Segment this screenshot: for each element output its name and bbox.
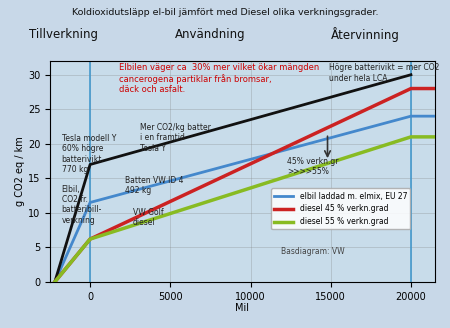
Text: Elbil,
CO2 fr.
batteribill-
verkning: Elbil, CO2 fr. batteribill- verkning <box>62 185 102 225</box>
Text: VW Golf
diesel: VW Golf diesel <box>133 208 163 227</box>
Text: Batten VW ID 4
492 kg: Batten VW ID 4 492 kg <box>125 176 184 195</box>
X-axis label: Mil: Mil <box>235 303 249 313</box>
Text: Mer CO2/kg batter
i en framtid
Tesla Y: Mer CO2/kg batter i en framtid Tesla Y <box>140 123 212 153</box>
Text: Tesla modell Y
60% högre
batterivikt.
770 kg: Tesla modell Y 60% högre batterivikt. 77… <box>62 134 116 174</box>
Text: Koldioxidutsläpp el-bil jämfört med Diesel olika verkningsgrader.: Koldioxidutsläpp el-bil jämfört med Dies… <box>72 8 378 17</box>
Text: Elbilen väger ca  30% mer vilket ökar mängden
cancerogena partiklar från bromsar: Elbilen väger ca 30% mer vilket ökar män… <box>119 63 320 94</box>
Text: Basdiagram: VW: Basdiagram: VW <box>281 247 345 256</box>
Text: Högre batterivikt = mer CO2
under hela LCA: Högre batterivikt = mer CO2 under hela L… <box>329 63 440 83</box>
Text: Användning: Användning <box>175 28 246 41</box>
Text: Tillverkning: Tillverkning <box>29 28 98 41</box>
Text: Återvinning: Återvinning <box>331 27 400 42</box>
Legend: elbil laddad m. elmix, EU 27, diesel 45 % verkn.grad, diesel 55 % verkn.grad: elbil laddad m. elmix, EU 27, diesel 45 … <box>271 189 410 229</box>
Y-axis label: g CO2 eq / km: g CO2 eq / km <box>15 136 25 206</box>
Text: 45% verkn.gr
>>>>55%: 45% verkn.gr >>>>55% <box>287 157 338 176</box>
